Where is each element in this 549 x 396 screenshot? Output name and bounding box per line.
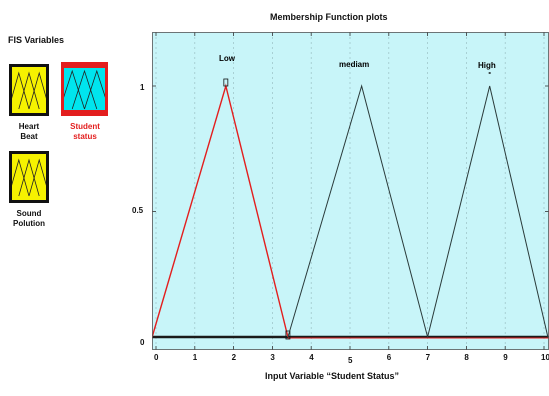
x-tick-label: 4 [309,353,314,362]
membership-thumbnail-icon [64,65,105,113]
variable-heart-beat-label: Heart Beat [18,122,40,141]
plot-title: Membership Function plots [270,12,388,22]
x-tick-label: 3 [270,353,275,362]
y-tick-label: 1 [140,83,145,92]
variable-student-status-label: Student status [70,122,100,141]
x-tick-label: 5 [348,356,353,365]
x-tick-label: 9 [503,353,508,362]
x-tick-label: 1 [192,353,198,362]
vertex-handle[interactable] [223,78,229,87]
membership-function-plot[interactable] [152,32,549,350]
vertex-handle[interactable] [285,330,291,340]
x-axis-label: Input Variable “Student Status” [265,371,400,381]
y-tick-label: 0.5 [132,206,144,215]
mf-line-mediam[interactable] [287,84,429,338]
plot-background [152,32,549,350]
x-tick-label: 2 [231,353,237,362]
mf-label-mediam[interactable]: mediam [339,60,370,69]
membership-thumbnail-icon [12,158,46,197]
variable-heart-beat[interactable] [9,64,49,116]
variable-sound-polution-label: Sound Polution [13,209,45,228]
y-tick-label: 0 [140,338,145,347]
mf-label-low[interactable]: Low [219,54,235,63]
variable-sound-polution[interactable] [9,151,49,203]
x-tick-label: 0 [154,353,159,362]
mf-label-high[interactable]: High [478,61,496,70]
x-tick-label: 6 [386,353,392,362]
x-tick-label: 8 [464,353,469,362]
membership-thumbnail-icon [12,71,46,110]
mf-line-high[interactable] [427,85,549,338]
variable-student-status[interactable] [61,62,108,116]
x-tick-label: 7 [425,353,431,362]
x-tick-label: 10 [541,353,549,362]
fis-variables-title: FIS Variables [8,35,65,45]
